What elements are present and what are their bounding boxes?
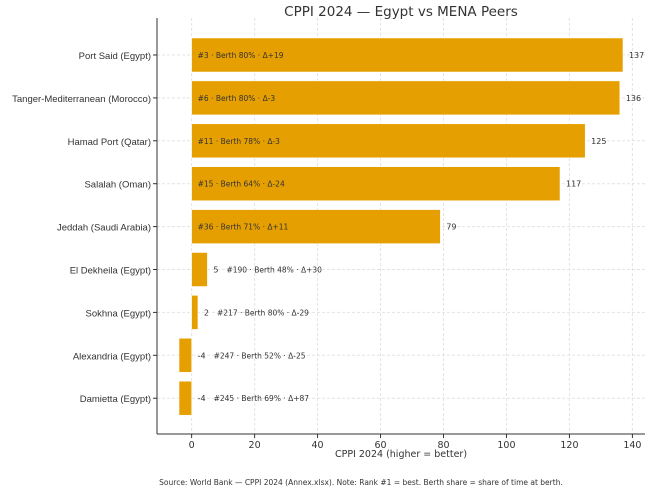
y-tick-label: Tanger-Mediterranean (Morocco) [12, 94, 151, 105]
x-tick-label: 40 [312, 440, 324, 451]
x-tick-label: 20 [249, 440, 261, 451]
value-label: -4 [198, 351, 206, 360]
bar [191, 80, 621, 116]
bar [191, 123, 586, 159]
value-label: 79 [446, 223, 456, 232]
bar-annotation: #36 · Berth 71% · Δ+11 [198, 223, 289, 232]
x-tick-label: 80 [437, 440, 449, 451]
bar-annotation: #190 · Berth 48% · Δ+30 [226, 266, 322, 275]
y-tick-label: Hamad Port (Qatar) [68, 137, 151, 148]
bar [178, 338, 192, 373]
bar [178, 380, 192, 416]
value-label: 5 [213, 266, 218, 275]
y-tick-label: Salalah (Oman) [84, 180, 151, 191]
bar-annotation: #11 · Berth 78% · Δ-3 [198, 137, 281, 146]
value-label: 125 [591, 137, 606, 146]
bar-annotation: #15 · Berth 64% · Δ-24 [198, 180, 285, 189]
y-tick-label: El Dekheila (Egypt) [70, 266, 151, 277]
value-label: 117 [566, 180, 581, 189]
bars: 137 #3 · Berth 80% · Δ+19 136 #6 · Berth 80… [178, 37, 644, 416]
bar-annotation: #6 · Berth 80% · Δ-3 [198, 94, 276, 103]
value-label: 2 [204, 308, 209, 317]
value-label: 136 [626, 94, 641, 103]
chart-title: CPPI 2024 — Egypt vs MENA Peers [284, 4, 518, 20]
y-tick-label: Alexandria (Egypt) [73, 351, 151, 362]
x-tick-label: 100 [497, 440, 515, 451]
x-tick-label: 60 [374, 440, 386, 451]
y-tick-label: Damietta (Egypt) [80, 394, 151, 405]
bar-annotation: #217 · Berth 80% · Δ-29 [217, 308, 309, 317]
x-tick-label: 120 [560, 440, 578, 451]
footnote: Source: World Bank — CPPI 2024 (Annex.xl… [159, 478, 563, 487]
y-tick-label: Jeddah (Saudi Arabia) [57, 223, 151, 234]
y-tick-label: Sokhna (Egypt) [86, 308, 151, 319]
x-tick-label: 140 [623, 440, 641, 451]
x-tick-label: 0 [189, 440, 195, 451]
bar [191, 37, 624, 73]
bar [191, 252, 208, 287]
bar [191, 166, 561, 201]
bar-annotation: #245 · Berth 69% · Δ+87 [214, 394, 310, 403]
bar-annotation: #3 · Berth 80% · Δ+19 [198, 51, 284, 60]
axes: 0 20 40 60 80 100 120 140 Port Said (Egypt) Tange… [12, 18, 645, 451]
bar [191, 295, 199, 330]
x-axis-label: CPPI 2024 (higher = better) [335, 449, 467, 460]
value-label: -4 [198, 394, 206, 403]
value-label: 137 [629, 51, 644, 60]
bar-annotation: #247 · Berth 52% · Δ-25 [214, 351, 306, 360]
y-tick-label: Port Said (Egypt) [79, 51, 151, 62]
bar [191, 209, 441, 244]
